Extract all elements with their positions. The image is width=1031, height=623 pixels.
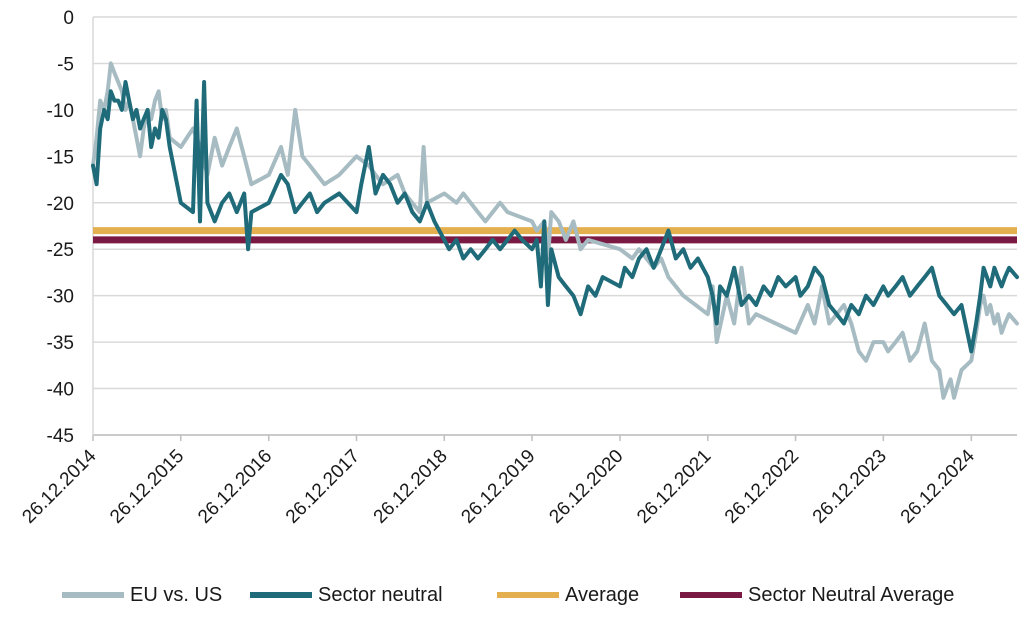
y-tick-label: -10 <box>47 101 74 122</box>
legend-label-eu-vs-us: EU vs. US <box>130 583 223 606</box>
legend-swatch-sector-neutral-average <box>680 592 742 598</box>
y-tick-label: -40 <box>47 380 74 401</box>
x-tick-label: 26.12.2017 <box>282 446 364 528</box>
y-tick-label: -45 <box>47 426 74 447</box>
y-tick-label: -25 <box>47 240 74 261</box>
x-axis <box>92 17 1017 436</box>
legend-item-average: Average <box>497 580 639 610</box>
x-tick-label: 26.12.2018 <box>370 446 452 528</box>
series-line-sector-neutral <box>91 80 1019 354</box>
x-tick-label: 26.12.2020 <box>545 446 627 528</box>
x-tick-label: 26.12.2015 <box>106 446 188 528</box>
x-axis-ticks: 26.12.2014 26.12.2015 26.12.2016 26.12.2017… <box>18 435 979 528</box>
y-tick-label: -35 <box>47 333 74 354</box>
x-tick-label: 26.12.2023 <box>809 446 891 528</box>
x-tick-label: 26.12.2014 <box>18 445 100 527</box>
y-axis-ticks: 0 -5 -10 -15 -20 -25 -30 -35 -40 -45 <box>47 8 74 447</box>
legend-label-sector-neutral: Sector neutral <box>318 583 443 606</box>
x-tick-label: 26.12.2022 <box>721 446 803 528</box>
legend-swatch-eu-vs-us <box>62 592 124 598</box>
y-tick-label: -30 <box>47 287 74 308</box>
legend: EU vs. US Sector neutral Average Sector … <box>0 580 1031 610</box>
y-tick-label: -20 <box>47 194 74 215</box>
legend-item-eu-vs-us: EU vs. US <box>62 580 222 610</box>
gridlines <box>93 16 1017 436</box>
x-tick-label: 26.12.2021 <box>633 446 715 528</box>
legend-label-sector-neutral-average: Sector Neutral Average <box>748 583 955 606</box>
legend-item-sector-neutral-average: Sector Neutral Average <box>680 580 954 610</box>
legend-item-sector-neutral: Sector neutral <box>250 580 443 610</box>
legend-swatch-average <box>497 592 559 598</box>
legend-swatch-sector-neutral <box>250 592 312 598</box>
y-tick-label: -15 <box>47 147 74 168</box>
x-tick-label: 26.12.2019 <box>457 446 539 528</box>
legend-label-average: Average <box>565 583 640 606</box>
x-tick-label: 26.12.2016 <box>194 446 276 528</box>
x-tick-label: 26.12.2024 <box>897 445 979 527</box>
y-tick-label: -5 <box>57 54 74 75</box>
series-layer <box>91 61 1019 400</box>
y-tick-label: 0 <box>63 8 74 29</box>
